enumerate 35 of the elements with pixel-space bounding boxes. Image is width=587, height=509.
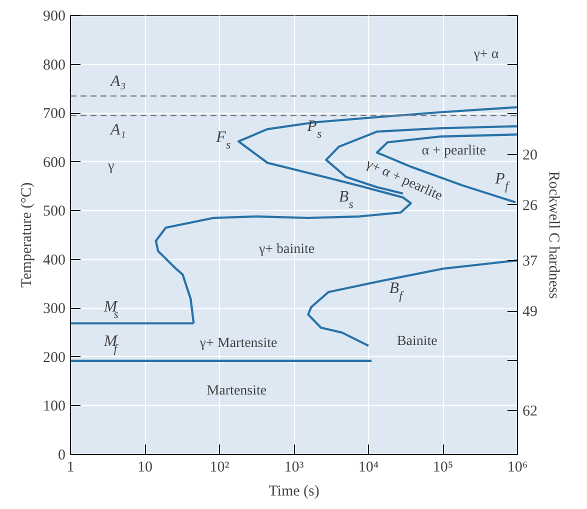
y-tick-label: 100 (43, 398, 66, 415)
y-tick-label: 700 (43, 106, 66, 122)
x-tick-label: 10 (138, 460, 152, 476)
annotation: γ+ bainite (258, 242, 315, 258)
x-tick-label: 10⁶ (507, 460, 528, 476)
x-tick-label: 10⁵ (432, 460, 454, 476)
text: 26 (522, 198, 538, 214)
y-tick-label: 800 (43, 57, 66, 74)
x-axis-title: Time (s) (268, 484, 320, 500)
annotation: Bainite (396, 334, 438, 349)
annotation: Martensite (206, 384, 267, 399)
annotation: γ+ α (472, 47, 500, 62)
x-tick-label: 1 (66, 460, 74, 476)
y-tick-label: 200 (43, 350, 66, 366)
ref-line-label: A₃ (110, 72, 126, 90)
y-tick-label: 400 (43, 252, 66, 268)
annotation: γ (106, 159, 114, 174)
x-tick-label: 10⁴ (358, 460, 379, 476)
annotation: γ+ Martensite (198, 336, 278, 351)
annotation: γ+ α + pearlite (362, 156, 444, 204)
ref-line-label: A₁ (110, 121, 126, 138)
y-tick-label: 600 (43, 154, 66, 171)
text: 62 (522, 404, 538, 420)
y-tick-label: 500 (43, 204, 66, 220)
y-axis-title: Temperature (°C) (19, 182, 35, 288)
x-tick-label: 10² (210, 460, 230, 476)
y-tick-label: 300 (43, 301, 66, 318)
text: 37 (522, 253, 538, 270)
y-tick-label: 900 (43, 8, 66, 24)
y-tick-label: 0 (58, 448, 66, 464)
annotation: α + pearlite (422, 144, 486, 159)
text: 49 (522, 304, 538, 320)
x-tick-label: 10³ (284, 460, 304, 476)
y2-axis-title: Rockwell C hardness (546, 171, 562, 299)
text: 20 (522, 148, 538, 164)
